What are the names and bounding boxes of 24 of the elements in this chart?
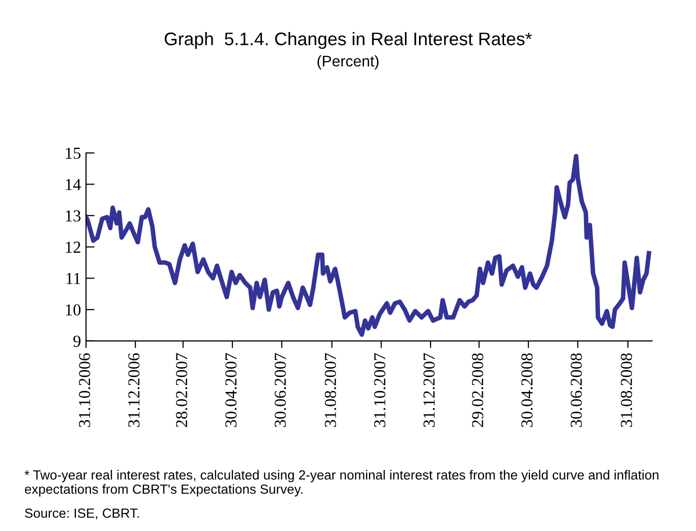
y-tick-label: 12 — [66, 242, 80, 253]
source-note: Source: ISE, CBRT. — [24, 508, 139, 520]
y-tick-label: 14 — [66, 179, 81, 190]
x-tick-label: 31.12.2007 — [423, 353, 435, 427]
x-tick-label: 31.08.2008 — [620, 353, 632, 427]
x-tick-label: 31.10.2007 — [374, 353, 386, 427]
line-series — [86, 154, 652, 337]
y-tick-label: 15 — [66, 148, 81, 159]
y-tick-label: 11 — [66, 273, 80, 284]
x-tick-label: 30.04.2008 — [521, 353, 533, 427]
chart-subtitle: (Percent) — [318, 55, 378, 70]
x-tick-label: 30.06.2008 — [570, 353, 582, 427]
y-tick-label: 9 — [73, 336, 80, 347]
x-tick-label: 31.12.2006 — [128, 353, 140, 427]
chart-title: Graph 5.1.4. Changes in Real Interest Rates* — [164, 32, 532, 49]
x-tick-label: 29.02.2008 — [472, 353, 484, 427]
x-tick-label: 31.08.2007 — [324, 353, 336, 427]
text: * Two-year real interest rates, calculated using 2-year nominal interest rates from the yield curve and inflation expectations from CBRT's Expectations Survey. — [24, 470, 658, 496]
y-tick-label: 13 — [66, 210, 81, 222]
x-tick-label: 30.04.2007 — [225, 353, 237, 427]
x-tick-label: 30.06.2007 — [274, 353, 286, 427]
x-tick-label: 28.02.2007 — [176, 353, 188, 427]
x-tick-label: 31.10.2006 — [78, 353, 90, 427]
y-tick-label: 10 — [66, 304, 81, 316]
